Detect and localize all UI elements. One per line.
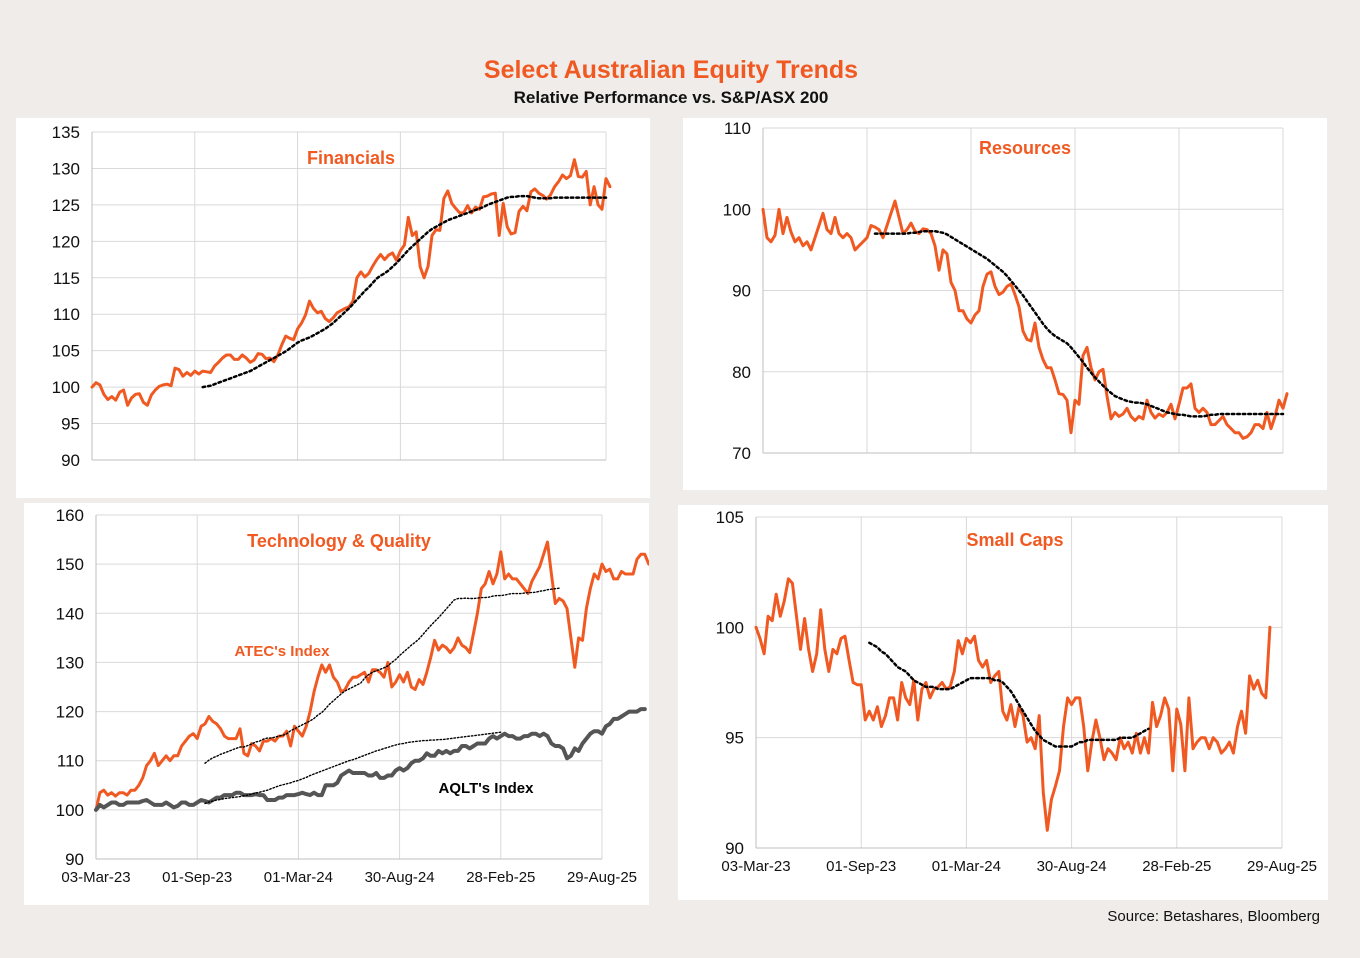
x-tick-label: 03-Mar-23: [61, 869, 130, 886]
chart-label: Financials: [307, 148, 395, 168]
moving-average-line: [201, 194, 608, 389]
y-tick-label: 150: [56, 555, 84, 574]
chart-label: Technology & Quality: [247, 531, 431, 551]
y-tick-label: 100: [723, 200, 751, 219]
y-tick-label: 110: [53, 305, 80, 324]
chart-label: AQLT's Index: [439, 780, 535, 797]
small-caps-panel: 90 95 100 105 03-Mar-23 01-Sep-23 01-Mar-24 30-…: [678, 505, 1328, 900]
y-tick-label: 140: [56, 604, 84, 623]
y-tick-label: 135: [52, 123, 80, 142]
x-tick-label: 01-Mar-24: [932, 858, 1001, 875]
y-tick-label: 80: [732, 363, 751, 382]
y-tick-label: 95: [725, 729, 744, 748]
technology-quality-chart: 90 100 110 120 130 140 150 160 03-Mar-23 01-Sep-2…: [56, 506, 649, 886]
y-tick-label: 160: [56, 506, 84, 525]
y-tick-label: 105: [52, 342, 80, 361]
y-tick-label: 125: [52, 196, 80, 215]
y-tick-label: 90: [61, 451, 80, 470]
y-tick-label: 110: [57, 752, 84, 771]
y-tick-label: 95: [61, 415, 80, 434]
series-line-orange: [761, 199, 1289, 440]
series-line-orange: [90, 158, 612, 407]
series-line-dark: [94, 707, 647, 812]
financials-chart: 90 95 100 105 110 115 120 125 130 135 Financials: [52, 123, 612, 470]
y-tick-label: 100: [56, 801, 84, 820]
page-subtitle: Relative Performance vs. S&P/ASX 200: [513, 88, 829, 107]
technology-quality-panel: 90 100 110 120 130 140 150 160 03-Mar-23 01-Sep-2…: [24, 503, 649, 905]
moving-average-line: [868, 641, 1150, 748]
moving-average-line: [873, 229, 1285, 418]
resources-panel: 70 80 90 100 110 Resources: [683, 118, 1327, 490]
x-tick-label: 30-Aug-24: [365, 869, 435, 886]
y-tick-label: 100: [716, 618, 744, 637]
chart-label: ATEC's Index: [235, 643, 331, 660]
x-tick-label: 29-Aug-25: [567, 869, 637, 886]
financials-panel: 90 95 100 105 110 115 120 125 130 135 Financials: [16, 118, 650, 498]
y-tick-label: 120: [56, 703, 84, 722]
page-title: Select Australian Equity Trends: [483, 56, 859, 84]
chart-label: Resources: [979, 138, 1071, 158]
y-tick-label: 90: [732, 282, 751, 301]
y-tick-label: 130: [56, 653, 84, 672]
y-tick-label: 130: [52, 159, 80, 178]
small-caps-chart: 90 95 100 105 03-Mar-23 01-Sep-23 01-Mar-24 30-…: [716, 508, 1317, 875]
resources-chart: 70 80 90 100 110 Resources: [723, 119, 1289, 463]
moving-average-line: [204, 731, 502, 805]
x-tick-label: 28-Feb-25: [1142, 858, 1211, 875]
y-tick-label: 110: [724, 119, 751, 138]
moving-average-line: [204, 587, 560, 764]
y-tick-label: 100: [52, 378, 80, 397]
chart-label: Small Caps: [966, 530, 1063, 550]
source-note: Source: Betashares, Bloomberg: [1107, 908, 1320, 925]
y-tick-label: 115: [53, 269, 80, 288]
series-line-orange: [94, 540, 649, 812]
x-tick-label: 01-Sep-23: [826, 858, 896, 875]
series-line-orange: [754, 577, 1272, 832]
x-tick-label: 01-Mar-24: [264, 869, 333, 886]
y-tick-label: 105: [716, 508, 744, 527]
y-tick-label: 70: [732, 444, 751, 463]
x-tick-label: 01-Sep-23: [162, 869, 232, 886]
y-tick-label: 90: [725, 839, 744, 858]
y-tick-label: 120: [52, 232, 80, 251]
x-tick-label: 29-Aug-25: [1247, 858, 1317, 875]
x-tick-label: 28-Feb-25: [466, 869, 535, 886]
x-tick-label: 03-Mar-23: [721, 858, 790, 875]
y-tick-label: 90: [65, 850, 84, 869]
x-tick-label: 30-Aug-24: [1037, 858, 1107, 875]
